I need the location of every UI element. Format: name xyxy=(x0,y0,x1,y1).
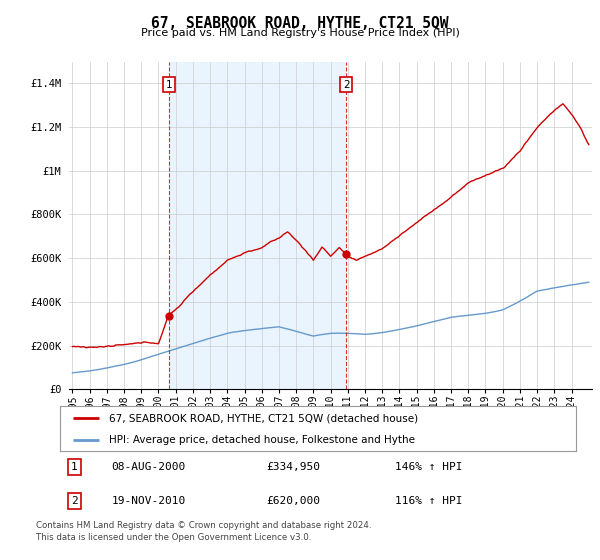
Text: 116% ↑ HPI: 116% ↑ HPI xyxy=(395,496,463,506)
Text: This data is licensed under the Open Government Licence v3.0.: This data is licensed under the Open Gov… xyxy=(36,533,311,542)
Bar xyxy=(169,62,346,389)
Text: Price paid vs. HM Land Registry's House Price Index (HPI): Price paid vs. HM Land Registry's House … xyxy=(140,28,460,38)
Text: 2: 2 xyxy=(71,496,78,506)
Text: 146% ↑ HPI: 146% ↑ HPI xyxy=(395,462,463,472)
Text: £334,950: £334,950 xyxy=(266,462,320,472)
Text: 67, SEABROOK ROAD, HYTHE, CT21 5QW (detached house): 67, SEABROOK ROAD, HYTHE, CT21 5QW (deta… xyxy=(109,413,418,423)
Text: 08-AUG-2000: 08-AUG-2000 xyxy=(112,462,186,472)
Text: £620,000: £620,000 xyxy=(266,496,320,506)
Text: 1: 1 xyxy=(71,462,78,472)
Text: 67, SEABROOK ROAD, HYTHE, CT21 5QW: 67, SEABROOK ROAD, HYTHE, CT21 5QW xyxy=(151,16,449,31)
Text: Contains HM Land Registry data © Crown copyright and database right 2024.: Contains HM Land Registry data © Crown c… xyxy=(36,521,371,530)
Text: 2: 2 xyxy=(343,80,349,90)
Text: HPI: Average price, detached house, Folkestone and Hythe: HPI: Average price, detached house, Folk… xyxy=(109,435,415,445)
Text: 19-NOV-2010: 19-NOV-2010 xyxy=(112,496,186,506)
Text: 1: 1 xyxy=(166,80,172,90)
